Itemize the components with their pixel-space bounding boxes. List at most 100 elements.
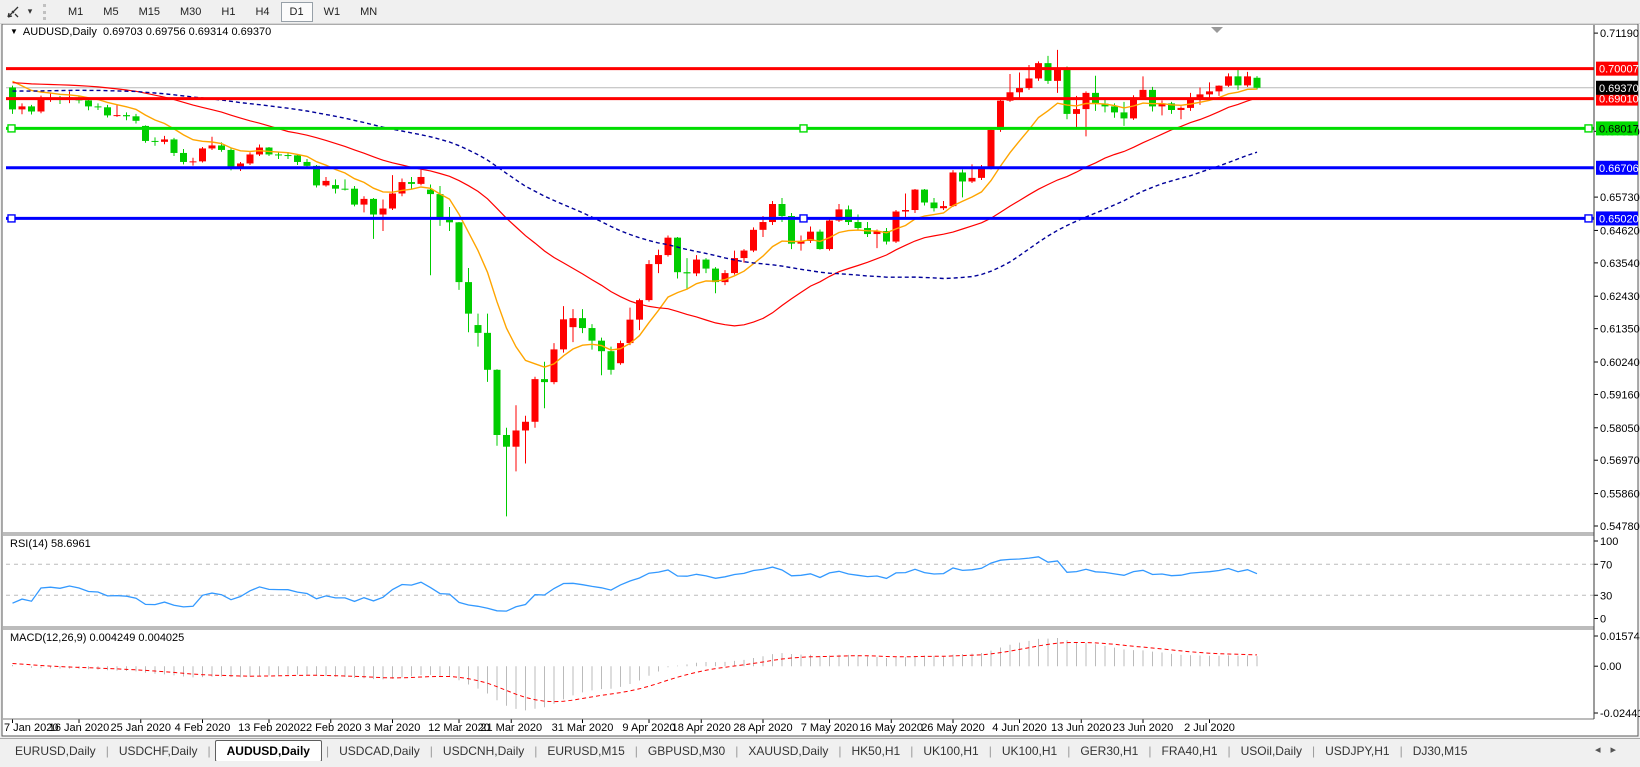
chart-tab-gbpusd-m30[interactable]: GBPUSD,M30 [647, 743, 726, 758]
candle-body [921, 189, 928, 203]
chart-tab-xauusd-daily[interactable]: XAUUSD,Daily [748, 743, 829, 758]
timeframe-button-m15[interactable]: M15 [138, 5, 160, 18]
candle-body [569, 318, 577, 328]
hline-handle[interactable] [7, 124, 16, 133]
candle-body [18, 106, 26, 110]
price-axis[interactable]: 0.711900.679200.657300.646200.635400.624… [1594, 28, 1640, 533]
tab-separator: | [325, 743, 330, 758]
timeframe-button-h1[interactable]: H1 [221, 5, 236, 18]
candle-body [1139, 89, 1147, 98]
chart-shift-marker[interactable] [1211, 27, 1223, 33]
date-tick-label: 25 Jan 2020 [110, 722, 171, 734]
candle-body [626, 319, 634, 344]
candle-body [1044, 63, 1052, 81]
timeframe-button-m5[interactable]: M5 [103, 5, 119, 18]
candle [674, 237, 681, 279]
chart-tab-usdchf-daily[interactable]: USDCHF,Daily [118, 743, 198, 758]
candle-body [940, 206, 947, 209]
hline-handle[interactable] [799, 124, 808, 133]
chart-title: ▼ AUDUSD,Daily 0.69703 0.69756 0.69314 0.… [10, 26, 271, 38]
candle [883, 228, 890, 245]
candle [987, 127, 995, 170]
rsi-line [12, 556, 1258, 612]
candle-body [1215, 85, 1223, 92]
candle [845, 205, 852, 226]
chart-tab-eurusd-daily[interactable]: EURUSD,Daily [15, 743, 96, 758]
candle [569, 309, 577, 343]
hline-handle[interactable] [1584, 214, 1593, 223]
hline-handle[interactable] [7, 214, 16, 223]
date-tick-label: 16 Jan 2020 [49, 722, 110, 734]
candle-body [607, 351, 615, 370]
hline-handle[interactable] [1584, 124, 1593, 133]
chart-tab-audusd-daily[interactable]: AUDUSD,Daily [214, 739, 322, 762]
timeframe-button-m30[interactable]: M30 [179, 5, 202, 18]
dropdown-caret-icon[interactable]: ▾ [27, 6, 33, 16]
tab-scroll-right-icon[interactable]: ▸ [1610, 744, 1626, 756]
candle [1215, 85, 1223, 96]
timeframe-button-w1[interactable]: W1 [323, 5, 341, 18]
candle-body [1025, 78, 1033, 89]
candle [1168, 101, 1175, 114]
candle [911, 188, 919, 214]
chart-tab-usdjpy-h1[interactable]: USDJPY,H1 [1325, 743, 1390, 758]
symbol-menu-icon[interactable]: ▼ [10, 27, 18, 36]
tab-scroll-left-icon[interactable]: ◂ [1594, 744, 1611, 756]
candle-body [987, 129, 995, 169]
chart-tab-dj30-m15[interactable]: DJ30,M15 [1412, 743, 1468, 758]
main-pane [6, 27, 1594, 517]
candle-body [541, 379, 548, 383]
chart-tab-hk50-h1[interactable]: HK50,H1 [851, 743, 901, 758]
candle [921, 188, 928, 206]
candle-body [284, 155, 292, 157]
price-tick-label: 0.58050 [1600, 423, 1640, 435]
candle-body [1177, 107, 1185, 110]
candle-body [854, 222, 862, 229]
chart-tab-usoil-daily[interactable]: USOil,Daily [1240, 743, 1302, 758]
chart-tab-eurusd-m15[interactable]: EURUSD,M15 [547, 743, 625, 758]
chart-tool-icon[interactable] [3, 3, 23, 21]
rsi-pane: 100 70 30 0 [6, 536, 1618, 626]
chart-tab-usdcnh-daily[interactable]: USDCNH,Daily [442, 743, 525, 758]
candle-body [788, 216, 795, 244]
price-tick-label: 0.62430 [1600, 291, 1640, 303]
hline-0.68017[interactable] [6, 124, 1594, 133]
candle [959, 169, 966, 198]
date-tick-label: 16 May 2020 [859, 722, 923, 734]
chart-tab-ger30-h1[interactable]: GER30,H1 [1080, 743, 1139, 758]
candle-body [997, 100, 1004, 130]
chart-tab-uk100-h1[interactable]: UK100,H1 [923, 743, 979, 758]
candle [1234, 69, 1242, 90]
timeframe-button-d1[interactable]: D1 [280, 1, 313, 22]
candle-body [759, 222, 767, 230]
date-tick-label: 28 Apr 2020 [733, 722, 792, 734]
candle [588, 324, 596, 350]
chart-tab-fra40-h1[interactable]: FRA40,H1 [1161, 743, 1218, 758]
timeframe-button-h4[interactable]: H4 [255, 5, 270, 18]
price-badge-label: 0.68017 [1599, 123, 1639, 135]
price-tick-label: 0.59160 [1600, 389, 1640, 401]
candle-body [1244, 76, 1251, 86]
candle-body [1234, 76, 1242, 86]
hline-handle[interactable] [799, 214, 808, 223]
timeframe-button-m1[interactable]: M1 [68, 5, 84, 18]
price-badge [1596, 121, 1638, 136]
candle-body [427, 189, 434, 195]
candle-body [522, 421, 529, 431]
price-badge-label: 0.70007 [1599, 64, 1639, 76]
toolbar-grip[interactable] [43, 3, 50, 20]
candle-body [503, 434, 510, 447]
candle [816, 229, 824, 250]
candle-body [693, 259, 700, 274]
date-tick-label: 13 Jun 2020 [1051, 722, 1112, 734]
chart-tab-usdcad-daily[interactable]: USDCAD,Daily [339, 743, 420, 758]
price-tick-label: 0.61350 [1600, 324, 1640, 336]
candle [351, 185, 358, 207]
timeframe-button-mn[interactable]: MN [360, 5, 378, 18]
macd-tick-label: -0.024412 [1600, 708, 1640, 720]
hline-0.65020[interactable] [6, 214, 1594, 223]
chart-tab-uk100-h1[interactable]: UK100,H1 [1001, 743, 1058, 758]
candle [208, 136, 216, 150]
